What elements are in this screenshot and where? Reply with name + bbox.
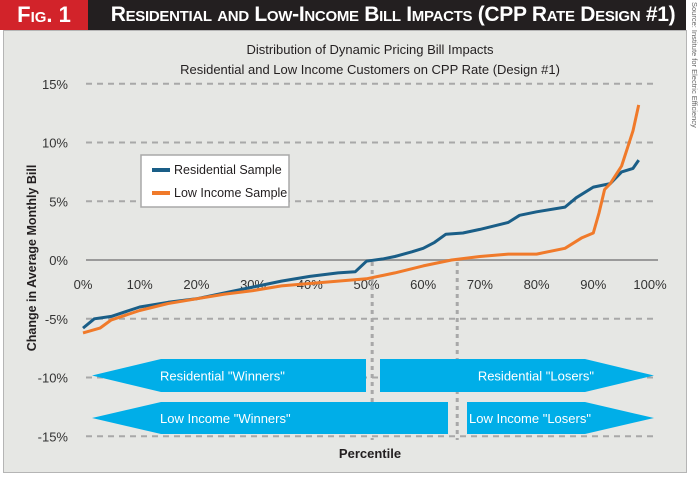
x-axis-label: Percentile — [339, 446, 401, 461]
y-tick-label: -10% — [38, 371, 69, 386]
x-tick-label: 90% — [580, 277, 606, 292]
annotation-arrow — [92, 359, 366, 392]
annotation-label: Residential "Losers" — [478, 369, 595, 384]
chart-subtitle: Residential and Low Income Customers on … — [180, 62, 560, 77]
annotation-arrow — [92, 402, 448, 434]
x-tick-label: 100% — [633, 277, 667, 292]
legend-box — [140, 154, 290, 208]
annotation-label: Residential "Winners" — [160, 369, 285, 384]
y-tick-label: -5% — [45, 312, 69, 327]
y-tick-label: 15% — [42, 77, 68, 92]
x-tick-label: 20% — [183, 277, 209, 292]
x-tick-label: 80% — [524, 277, 550, 292]
x-tick-label: 10% — [127, 277, 153, 292]
chart-title: Distribution of Dynamic Pricing Bill Imp… — [246, 42, 494, 57]
legend-label: Low Income Sample — [174, 186, 287, 200]
y-tick-label: 5% — [49, 194, 68, 209]
y-tick-label: -15% — [38, 429, 69, 444]
annotation-arrow — [467, 402, 654, 434]
x-tick-label: 60% — [410, 277, 436, 292]
x-tick-label: 0% — [74, 277, 93, 292]
figure-title: Residential and Low-Income Bill Impacts … — [110, 3, 676, 26]
figure-number: Fig. 1 — [0, 0, 88, 30]
figure-header: Fig. 1 Residential and Low-Income Bill I… — [0, 0, 686, 30]
annotation-label: Low Income "Losers" — [469, 411, 591, 426]
y-tick-label: 0% — [49, 253, 68, 268]
chart-panel — [3, 30, 687, 473]
annotation-label: Low Income "Winners" — [160, 411, 291, 426]
source-credit: Source: Institute for Electric Efficienc… — [690, 2, 699, 128]
series-line-low-income — [82, 104, 641, 335]
legend-label: Residential Sample — [174, 163, 282, 177]
x-tick-label: 70% — [467, 277, 493, 292]
annotation-arrow — [380, 359, 654, 392]
y-tick-label: 10% — [42, 136, 68, 151]
y-axis-label: Change in Average Monthly Bill — [25, 165, 39, 352]
